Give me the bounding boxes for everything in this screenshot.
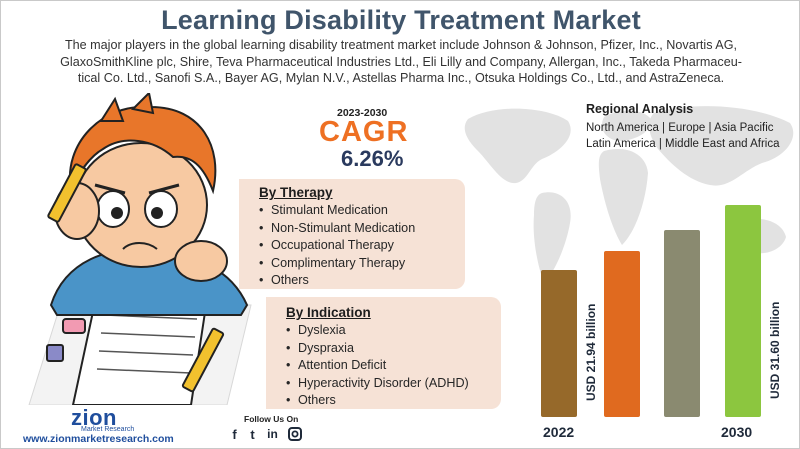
indication-panel: By Indication Dyslexia Dyspraxia Attenti… [266, 297, 501, 409]
therapy-panel: By Therapy Stimulant Medication Non-Stim… [239, 179, 465, 289]
facebook-icon[interactable]: f [232, 427, 237, 442]
intro-line: The major players in the global learning… [64, 38, 737, 52]
cagr-period: 2023-2030 [337, 107, 388, 119]
list-item: Attention Deficit [286, 357, 469, 375]
list-item: Dyspraxia [286, 340, 469, 358]
page-title: Learning Disability Treatment Market [161, 5, 641, 35]
intro-text: The major players in the global learning… [23, 37, 779, 87]
chart-category-label: 2022 [543, 424, 575, 440]
intro-line: GlaxoSmithKline plc, Shire, Teva Pharmac… [60, 54, 742, 69]
list-item: Occupational Therapy [259, 237, 415, 255]
list-item: Complimentary Therapy [259, 255, 415, 273]
website-link[interactable]: www.zionmarketresearch.com [23, 433, 174, 445]
region-list: North America | Europe | Asia Pacific [586, 122, 774, 134]
chart-bar [664, 230, 700, 417]
chart-bar [604, 251, 640, 417]
instagram-icon[interactable] [287, 427, 302, 442]
chart-category-label: 2030 [721, 424, 753, 440]
logo-subtitle: Market Research [81, 426, 135, 433]
list-item: Non-Stimulant Medication [259, 220, 415, 238]
zion-logo: zion Market Research [71, 405, 134, 433]
logo-brand: zion [71, 405, 117, 430]
list-item-continued: Hyperactivity Disorder (ADHD) [298, 375, 469, 390]
indication-heading: By Indication [286, 305, 371, 320]
world-map-illustration [464, 106, 794, 283]
list-item: Dyslexia [286, 322, 469, 340]
cagr-value: 6.26% [341, 146, 404, 171]
therapy-list: Stimulant Medication Non-Stimulant Medic… [259, 202, 415, 290]
list-item: Stimulant Medication [259, 202, 415, 220]
therapy-heading: By Therapy [259, 185, 333, 200]
list-item: Others [259, 272, 415, 290]
linkedin-icon[interactable]: in [267, 427, 278, 441]
region-list: Latin America | Middle East and Africa [586, 138, 780, 150]
chart-bar [541, 270, 577, 417]
indication-list: Dyslexia Dyspraxia Attention Deficit Hyp… [286, 322, 469, 410]
chart-data-label: USD 21.94 billion [584, 303, 598, 401]
twitter-icon[interactable]: t [250, 427, 255, 442]
list-item: Hyperactivity Disorder (ADHD) [286, 375, 469, 393]
list-item: Others [286, 392, 469, 410]
follow-us-label: Follow Us On [244, 414, 299, 424]
chart-data-label: USD 31.60 billion [768, 301, 782, 399]
child-illustration [28, 93, 252, 405]
chart-bar [725, 205, 761, 417]
intro-line: tical Co. Ltd., Sanofi S.A., Bayer AG, M… [77, 71, 725, 85]
regional-analysis-title: Regional Analysis [586, 102, 694, 116]
cagr-label: CAGR [319, 116, 409, 148]
